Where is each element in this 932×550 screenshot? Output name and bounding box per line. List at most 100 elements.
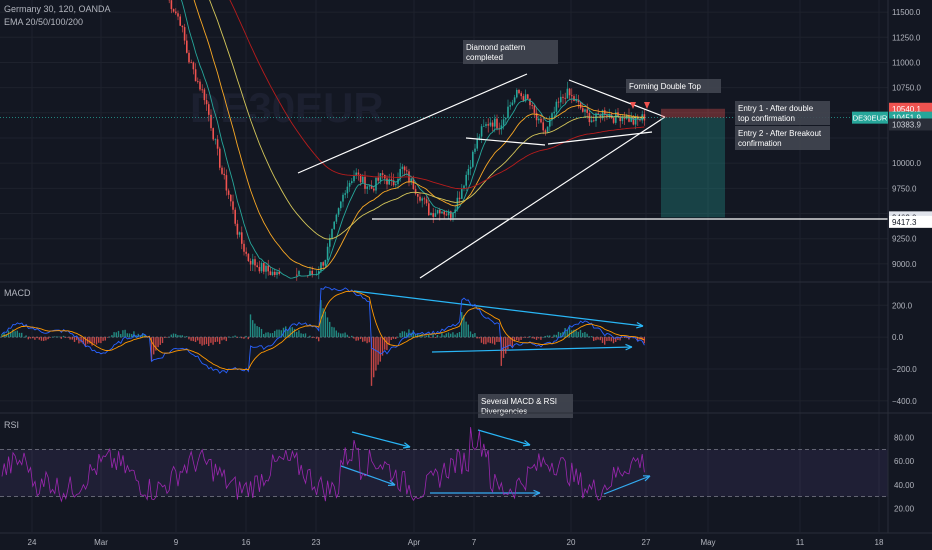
rsi-divergence-3-arrowhead-icon xyxy=(522,440,531,447)
macd-histogram-bar xyxy=(313,337,315,338)
rsi-divergence-2[interactable] xyxy=(340,465,396,486)
macd-histogram-bar xyxy=(186,336,188,338)
signal-line xyxy=(1,290,645,371)
macd-divergence-lower[interactable] xyxy=(431,346,633,353)
macd-histogram-bar xyxy=(298,330,300,338)
macd-histogram-bar xyxy=(315,337,318,339)
candle-body xyxy=(230,194,232,202)
y-tick-label: 10451.9 xyxy=(892,114,921,123)
macd-histogram-bar xyxy=(428,334,430,338)
macd-histogram-bar xyxy=(348,337,351,338)
macd-histogram-bar xyxy=(29,337,32,339)
macd-histogram-bar xyxy=(566,330,568,338)
candle-body xyxy=(359,174,362,183)
macd-histogram-bar xyxy=(36,337,38,339)
candle-body xyxy=(183,27,186,41)
candle-body xyxy=(353,175,355,182)
candle-body xyxy=(423,198,426,200)
macd-histogram-bar xyxy=(278,329,280,338)
macd-histogram-bar xyxy=(439,336,441,338)
candle-body xyxy=(203,89,206,101)
macd-histogram-bar xyxy=(25,335,27,338)
rsi-pane[interactable]: RSI xyxy=(0,420,888,503)
macd-histogram-bar xyxy=(417,333,419,338)
macd-histogram-bar xyxy=(54,336,56,338)
macd-histogram-bar xyxy=(615,337,617,342)
macd-divergence-upper[interactable] xyxy=(353,290,644,327)
macd-histogram-bar xyxy=(542,337,544,338)
macd-histogram-bar xyxy=(575,330,577,338)
rsi-divergence-5[interactable] xyxy=(603,475,651,495)
macd-histogram-bar xyxy=(170,334,172,338)
macd-histogram-bar xyxy=(454,334,456,338)
trendline-double-top-lower[interactable] xyxy=(547,131,653,145)
macd-histogram-bar xyxy=(355,337,357,341)
note-entry-1-box[interactable] xyxy=(735,101,830,125)
macd-pane[interactable]: MACD xyxy=(0,286,645,386)
current-symbol-label: DE30EUR xyxy=(853,114,888,123)
macd-histogram-bar xyxy=(76,337,78,341)
rsi-divergence-3[interactable] xyxy=(477,429,531,446)
macd-histogram-bar xyxy=(423,336,425,338)
macd-histogram-bar xyxy=(370,337,373,386)
macd-histogram-bar xyxy=(549,335,551,338)
candle-body xyxy=(342,194,344,202)
candle-body xyxy=(557,101,560,103)
candle-body xyxy=(500,125,503,130)
candle-body xyxy=(335,214,338,222)
trendline-diamond-upper[interactable] xyxy=(297,73,528,174)
candle-body xyxy=(208,104,210,115)
note-divergence-box[interactable] xyxy=(478,394,573,418)
candle-body xyxy=(447,211,450,216)
macd-histogram-bar xyxy=(161,337,164,344)
macd-histogram-bar xyxy=(164,337,166,338)
candle-body xyxy=(260,262,263,272)
macd-histogram-bar xyxy=(456,333,458,338)
trendline-diamond-lower[interactable] xyxy=(419,116,666,279)
macd-histogram-bar xyxy=(236,337,238,338)
note-double-top-box[interactable] xyxy=(626,79,721,93)
trendline-diamond-inner-left[interactable] xyxy=(465,137,546,146)
note-entry-2-box[interactable] xyxy=(735,126,830,150)
candle-body xyxy=(205,100,208,105)
macd-histogram-bar xyxy=(509,337,511,346)
candle-body xyxy=(606,115,608,117)
trendline-double-top-upper[interactable] xyxy=(568,79,666,118)
candle-body xyxy=(236,223,239,235)
macd-histogram-bar xyxy=(333,327,335,338)
note-diamond-box[interactable] xyxy=(463,40,558,64)
macd-histogram-bar xyxy=(245,335,247,338)
macd-histogram-bar xyxy=(82,337,84,345)
target-zone[interactable] xyxy=(661,117,725,218)
macd-histogram-bar xyxy=(593,337,595,341)
candle-body xyxy=(417,193,419,197)
macd-histogram-bar xyxy=(102,337,104,341)
macd-histogram-bar xyxy=(51,336,54,338)
x-tick-label: 18 xyxy=(875,538,884,547)
macd-histogram-bar xyxy=(491,337,494,344)
candle-body xyxy=(238,232,241,235)
macd-histogram-bar xyxy=(69,337,71,340)
candle-body xyxy=(399,168,401,179)
macd-histogram-bar xyxy=(511,337,513,347)
macd-histogram-bar xyxy=(359,337,362,340)
macd-histogram-bar xyxy=(285,326,287,338)
candle-body xyxy=(612,118,615,123)
candle-body xyxy=(188,52,190,63)
macd-histogram-bar xyxy=(117,330,120,338)
macd-histogram-bar xyxy=(179,335,181,338)
macd-divergence-lower-arrowhead-icon xyxy=(625,343,633,351)
candle-body xyxy=(309,270,311,276)
candle-body xyxy=(357,172,360,175)
rsi-divergence-1[interactable] xyxy=(351,431,411,448)
y-tick-label: 10750.0 xyxy=(892,84,921,93)
candle-body xyxy=(234,209,236,224)
candle-body xyxy=(555,101,558,112)
stop-zone[interactable] xyxy=(661,108,725,118)
macd-histogram-bar xyxy=(80,337,82,343)
